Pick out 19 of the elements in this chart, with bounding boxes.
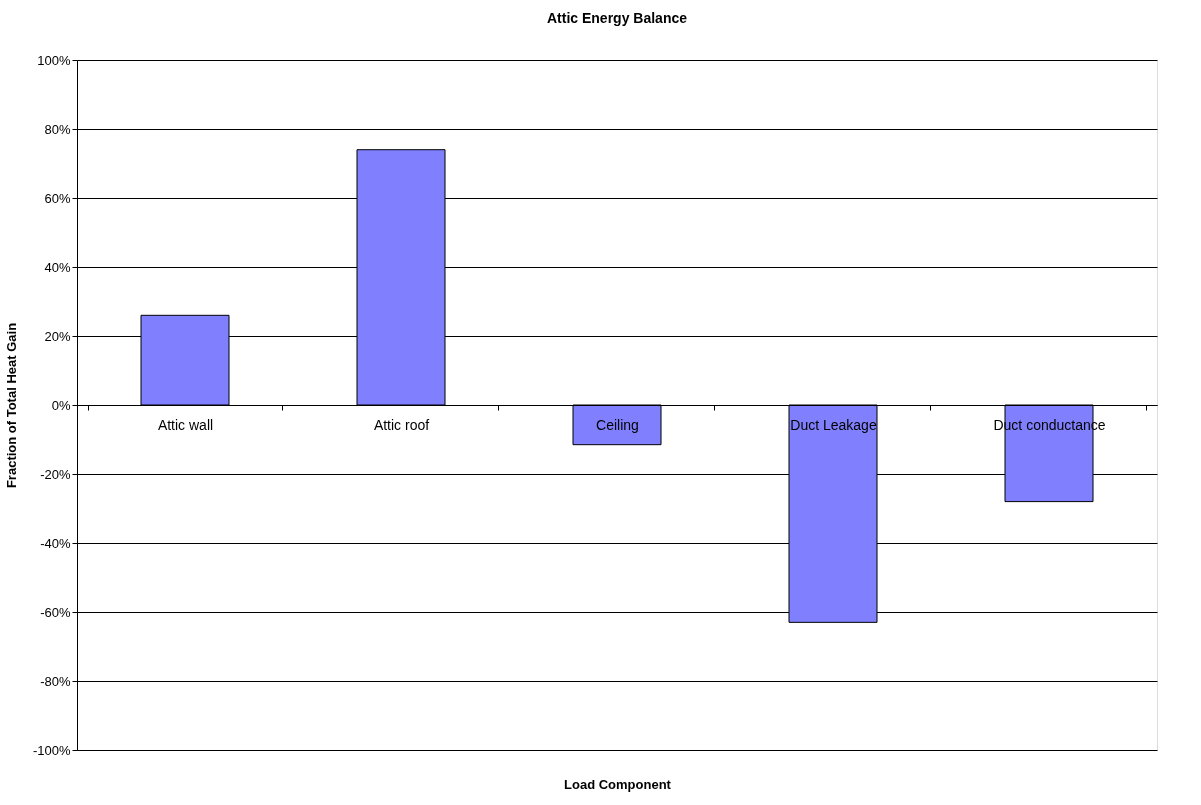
y-tick-label: 60%: [44, 190, 71, 206]
y-tick-label: 40%: [44, 259, 71, 275]
x-tick-label: Ceiling: [596, 416, 639, 433]
y-tick-label: -40%: [40, 535, 71, 551]
y-tick-label: 20%: [44, 328, 71, 344]
x-tick-label: Duct conductance: [993, 416, 1106, 433]
y-tick-label: 0%: [51, 397, 71, 413]
chart-title: Attic Energy Balance: [546, 10, 688, 26]
x-tick-label: Attic roof: [373, 416, 430, 433]
y-axis-title: Fraction of Total Heat Gain: [3, 322, 19, 489]
x-axis-title: Load Component: [564, 776, 672, 792]
x-tick-label: Attic wall: [157, 416, 214, 433]
y-tick-label: -80%: [40, 673, 71, 689]
x-tick-label: Duct Leakage: [790, 416, 877, 433]
y-tick-label: -100%: [32, 742, 71, 758]
y-tick-label: 100%: [37, 52, 71, 68]
y-tick-label: 80%: [44, 121, 71, 137]
y-tick-label: -60%: [40, 604, 71, 620]
y-tick-label: -20%: [40, 466, 71, 482]
